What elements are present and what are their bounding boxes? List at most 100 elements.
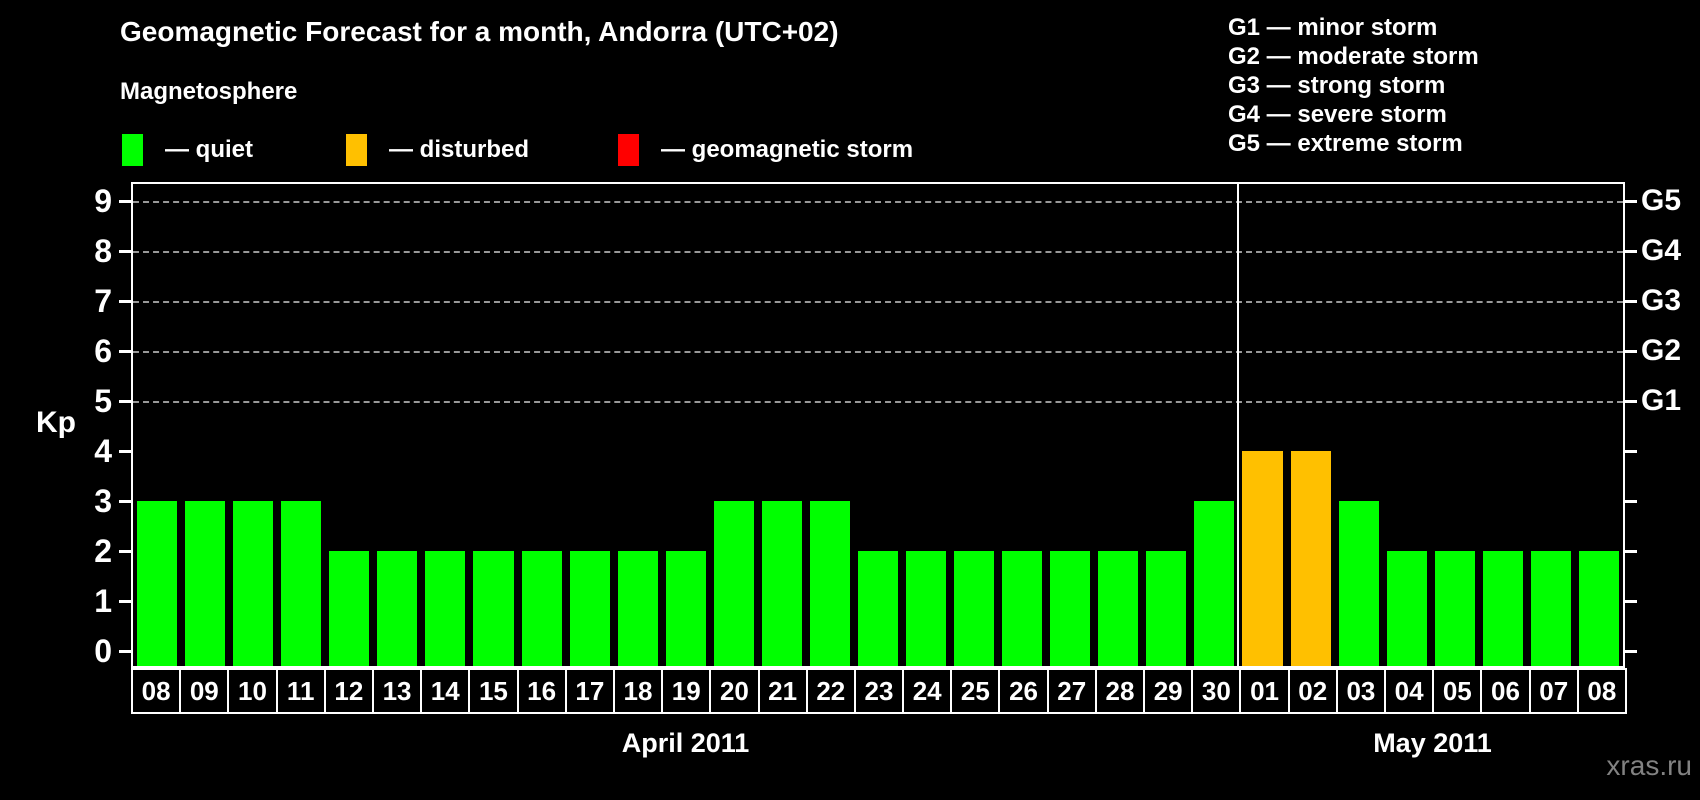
date-box-28: 28 [1094, 668, 1146, 714]
date-box-09: 09 [179, 668, 230, 714]
y-tick-right-0 [1623, 650, 1637, 653]
kp-bar-april-16 [521, 551, 562, 666]
legend-item-label: — disturbed [389, 136, 530, 163]
date-box-04: 04 [1384, 668, 1435, 714]
plot-area [131, 182, 1625, 668]
y-tick-right-4 [1623, 450, 1637, 453]
kp-bar-may-07 [1530, 551, 1571, 666]
date-box-06: 06 [1480, 668, 1531, 714]
kp-bar-may-08 [1578, 551, 1619, 666]
y-axis-title: Kp [36, 406, 76, 439]
kp-bar-april-27 [1050, 551, 1091, 666]
y-tick-right-2 [1623, 550, 1637, 553]
y-tick-right-5 [1623, 400, 1637, 403]
date-box-07: 07 [1528, 668, 1579, 714]
date-box-29: 29 [1143, 668, 1194, 714]
storm-scale-line: G5 — extreme storm [1228, 130, 1463, 157]
y-tick-right-7 [1623, 300, 1637, 303]
kp-bar-may-01 [1242, 451, 1283, 666]
kp-bar-april-26 [1002, 551, 1043, 666]
date-box-30: 30 [1191, 668, 1242, 714]
date-box-14: 14 [420, 668, 471, 714]
month-label-april: April 2011 [621, 728, 750, 758]
date-box-16: 16 [516, 668, 567, 714]
date-box-27: 27 [1046, 668, 1097, 714]
kp-bar-april-19 [665, 551, 706, 666]
date-box-22: 22 [805, 668, 856, 714]
y-tick-left-5 [119, 400, 133, 403]
y-tick-label-4: 4 [94, 433, 112, 469]
kp-bar-april-25 [954, 551, 995, 666]
legend-item-quiet: — quiet [122, 134, 253, 166]
right-axis-label-g3: G3 [1641, 284, 1682, 317]
kp-bar-april-17 [569, 551, 610, 666]
storm-scale-legend: G1 — minor storm G2 — moderate storm G3 — … [1228, 13, 1479, 158]
kp-bar-april-10 [233, 501, 274, 666]
y-tick-right-3 [1623, 500, 1637, 503]
kp-bar-april-23 [857, 551, 899, 666]
kp-bar-may-05 [1434, 551, 1475, 666]
y-tick-left-2 [119, 550, 133, 553]
date-box-11: 11 [275, 668, 326, 714]
storm-swatch-icon [618, 134, 639, 166]
kp-bar-april-13 [377, 551, 418, 666]
y-tick-left-3 [119, 500, 133, 503]
y-tick-label-5: 5 [94, 383, 112, 419]
right-axis-label-g5: G5 [1641, 184, 1682, 217]
y-tick-left-8 [119, 250, 133, 253]
y-tick-label-1: 1 [94, 583, 112, 619]
legend-item-label: — geomagnetic storm [661, 136, 914, 163]
right-axis-label-g2: G2 [1641, 334, 1682, 367]
date-box-18: 18 [612, 668, 664, 714]
gridline-kp7 [133, 301, 1623, 303]
storm-scale-line: G1 — minor storm [1228, 14, 1438, 41]
storm-scale-line: G2 — moderate storm [1228, 43, 1479, 70]
legend-item-storm: — geomagnetic storm [618, 134, 913, 166]
date-box-26: 26 [998, 668, 1049, 714]
watermark: xras.ru [1606, 750, 1692, 781]
y-tick-right-9 [1623, 200, 1637, 203]
disturbed-swatch-icon [346, 134, 367, 166]
right-axis-label-g1: G1 [1641, 384, 1682, 417]
kp-bar-april-15 [473, 551, 514, 666]
gridline-kp6 [133, 351, 1623, 353]
y-tick-left-0 [119, 650, 133, 653]
gridline-kp9 [133, 201, 1623, 203]
magnetosphere-subtitle: Magnetosphere [120, 78, 298, 105]
date-axis: 08 09 10 11 12 13 14 15 16 17 18 19 20 21 22 23 24 25 26 27… [131, 668, 1631, 714]
kp-bar-may-03 [1338, 501, 1379, 666]
quiet-swatch-icon [122, 134, 143, 166]
legend-item-disturbed: — disturbed [346, 134, 529, 166]
date-box-08: 08 [131, 668, 182, 714]
date-box-08: 08 [1576, 668, 1627, 714]
y-tick-label-3: 3 [94, 483, 112, 519]
date-box-15: 15 [468, 668, 519, 714]
right-axis-label-g4: G4 [1641, 234, 1682, 267]
y-tick-left-1 [119, 600, 133, 603]
kp-bar-april-29 [1146, 551, 1187, 666]
y-tick-right-1 [1623, 600, 1637, 603]
kp-bar-april-09 [185, 501, 226, 666]
date-box-25: 25 [950, 668, 1001, 714]
kp-bar-may-06 [1482, 551, 1523, 666]
y-tick-label-0: 0 [94, 633, 112, 669]
date-box-05: 05 [1432, 668, 1483, 714]
month-separator-line [1237, 184, 1240, 666]
kp-bar-april-28 [1098, 551, 1139, 666]
kp-bar-may-02 [1290, 451, 1331, 666]
y-tick-label-8: 8 [94, 233, 112, 269]
date-box-13: 13 [371, 668, 423, 714]
y-tick-left-4 [119, 450, 133, 453]
y-tick-label-7: 7 [94, 283, 112, 319]
kp-bar-april-30 [1194, 501, 1235, 666]
y-tick-left-6 [119, 350, 133, 353]
kp-bar-april-24 [906, 551, 947, 666]
y-tick-right-8 [1623, 250, 1637, 253]
date-box-03: 03 [1335, 668, 1387, 714]
y-tick-left-7 [119, 300, 133, 303]
date-box-17: 17 [564, 668, 615, 714]
kp-bar-april-08 [137, 501, 178, 666]
date-box-19: 19 [661, 668, 712, 714]
y-tick-label-6: 6 [94, 333, 112, 369]
